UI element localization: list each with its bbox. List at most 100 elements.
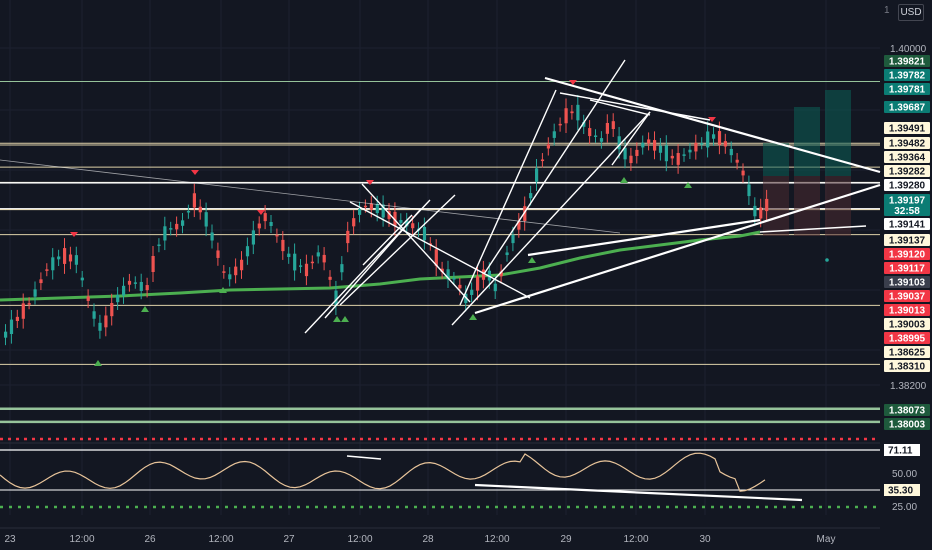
price-tag[interactable]: 1.39282 [884, 165, 930, 178]
candle-body [664, 145, 668, 162]
price-tag[interactable]: 1.38073 [884, 404, 930, 417]
buy-marker [528, 257, 536, 263]
trendline[interactable] [474, 183, 881, 315]
trendline[interactable] [459, 89, 557, 306]
candle-body [352, 218, 356, 227]
trendline[interactable] [349, 201, 531, 299]
candle-body [440, 268, 444, 273]
candle-body [753, 205, 757, 217]
candle-body [723, 141, 727, 147]
candle-body [381, 204, 385, 218]
candle-body [216, 250, 220, 258]
candle-body [476, 276, 480, 291]
price-tag[interactable]: 1.39821 [884, 55, 930, 68]
candle-body [181, 220, 185, 226]
price-tag[interactable]: 1.39117 [884, 262, 930, 275]
price-tag[interactable]: 1.39103 [884, 276, 930, 289]
trendline[interactable] [611, 111, 651, 166]
candle-body [700, 143, 704, 145]
price-axis[interactable]: 1.39821 1.39782 1.39781 1.39687 1.39491 1.394… [884, 44, 930, 513]
trendline[interactable] [759, 225, 867, 233]
price-tag[interactable]: 1.39781 [884, 83, 930, 96]
horizontal-levels [0, 81, 880, 441]
buy-marker [219, 287, 227, 293]
candle-body [45, 269, 49, 271]
price-tag[interactable]: 1.39782 [884, 69, 930, 82]
candle-body [157, 244, 161, 247]
price-tag[interactable]: 1.39013 [884, 304, 930, 317]
trendline[interactable] [544, 76, 881, 174]
price-tag-label: 1.38073 [889, 406, 926, 417]
trendline[interactable] [527, 218, 761, 257]
time-axis[interactable]: 23 12:00 26 12:00 27 12:00 28 12:00 29 12:00 30 May [0, 527, 880, 545]
trendline[interactable] [589, 99, 651, 116]
price-tag[interactable]: 1.39364 [884, 151, 930, 164]
dot-marker [825, 258, 829, 262]
price-tag-bg [884, 404, 930, 416]
candle-body [293, 253, 297, 271]
candle-body [564, 108, 568, 124]
candle-body [658, 145, 663, 153]
time-tick-label: 26 [144, 534, 156, 545]
oscillator-pane [0, 449, 880, 509]
candle-body [617, 136, 621, 150]
price-tag-label: 1.39687 [889, 103, 926, 114]
candle-body [86, 296, 90, 301]
trendline[interactable] [324, 209, 421, 319]
price-tag[interactable]: 1.39280 [884, 179, 930, 192]
candle-body [546, 144, 550, 149]
candle-body [605, 122, 609, 134]
time-tick-label: 12:00 [69, 534, 94, 545]
trendlines[interactable] [0, 59, 881, 502]
candle-body [363, 205, 368, 208]
time-tick-label: 28 [422, 534, 434, 545]
candle-body [63, 248, 67, 264]
osc-upper-tag[interactable]: 71.11 [884, 444, 920, 457]
trendline[interactable] [346, 455, 382, 460]
candle-body [346, 230, 350, 244]
candle-body [263, 213, 267, 222]
trendline[interactable] [559, 92, 711, 121]
price-tag[interactable]: 1.39491 [884, 122, 930, 135]
candle-body [529, 193, 533, 199]
candle-body [747, 184, 751, 197]
trendline[interactable] [451, 111, 651, 326]
candle-body [192, 193, 196, 208]
price-tag[interactable]: 1.38995 [884, 332, 930, 345]
trendline[interactable] [361, 183, 471, 303]
price-tag[interactable]: 1.39482 [884, 137, 930, 150]
price-tag[interactable]: 1.38310 [884, 360, 930, 373]
price-tag[interactable]: 1.39120 [884, 248, 930, 261]
price-tag[interactable]: 1.39141 [884, 218, 930, 231]
price-tag[interactable]: 1.39003 [884, 318, 930, 331]
buy-marker [333, 316, 341, 322]
trendline[interactable] [483, 59, 626, 275]
price-tag-label: 1.39197 [889, 196, 926, 207]
price-tag[interactable]: 1.38003 [884, 418, 930, 431]
trendline[interactable] [474, 483, 803, 502]
candle-body [759, 207, 763, 219]
candle-body [269, 222, 273, 226]
price-tag[interactable]: 1.39037 [884, 290, 930, 303]
candle-body [576, 104, 580, 121]
trendline[interactable] [339, 194, 456, 306]
price-tag[interactable]: 1.39137 [884, 234, 930, 247]
price-tag-bg [884, 276, 930, 288]
price-tag[interactable]: 1.39687 [884, 101, 930, 114]
price-tag-label: 1.39482 [889, 139, 926, 150]
candle-body [322, 254, 326, 263]
trendline[interactable] [362, 214, 413, 266]
candle-body [505, 252, 509, 256]
currency-button[interactable]: USD [898, 4, 924, 21]
price-tag-bg [884, 83, 930, 95]
price-tick-label: 1.40000 [890, 44, 927, 55]
osc-current-tag[interactable]: 35.30 [884, 484, 920, 497]
candle-body [80, 277, 84, 281]
sell-marker [366, 180, 374, 185]
price-tag-label: 1.39103 [889, 278, 926, 289]
candle-body [133, 282, 137, 284]
price-tag[interactable]: 1.38625 [884, 346, 930, 359]
trendline[interactable] [0, 159, 621, 234]
